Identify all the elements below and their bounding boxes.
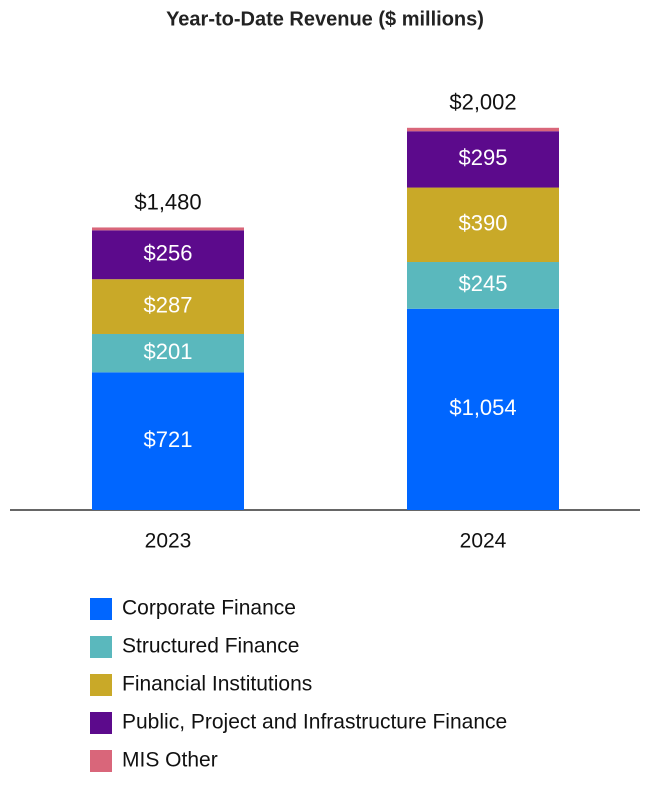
- total-label: $2,002: [449, 90, 516, 115]
- value-label: $256: [144, 241, 193, 266]
- bar-segment: [407, 262, 559, 309]
- value-label: $721: [144, 427, 193, 452]
- bar-segment: [407, 131, 559, 188]
- bar-segment: [92, 279, 244, 334]
- bar-segment: [407, 127, 559, 132]
- legend-label: Corporate Finance: [122, 597, 296, 620]
- value-label: $1,054: [449, 395, 516, 420]
- value-label: $245: [459, 271, 508, 296]
- value-label: $201: [144, 339, 193, 364]
- legend-swatch: [90, 636, 112, 658]
- x-tick-label: 2024: [460, 530, 507, 553]
- bar-segment: [92, 372, 244, 510]
- bar-segment: [407, 187, 559, 263]
- bar-segment: [92, 230, 244, 280]
- legend-swatch: [90, 674, 112, 696]
- bar-segment: [407, 308, 559, 510]
- bar-segment: [92, 227, 244, 231]
- legend-label: Public, Project and Infrastructure Finan…: [122, 711, 507, 734]
- legend-label: MIS Other: [122, 749, 218, 772]
- bar-segment: [92, 333, 244, 373]
- legend-swatch: [90, 712, 112, 734]
- legend-swatch: [90, 750, 112, 772]
- total-label: $1,480: [134, 189, 201, 214]
- value-label: $287: [144, 292, 193, 317]
- legend-swatch: [90, 598, 112, 620]
- chart-title: Year-to-Date Revenue ($ millions): [166, 8, 484, 30]
- value-label: $295: [459, 145, 508, 170]
- value-label: $390: [459, 211, 508, 236]
- legend-label: Structured Finance: [122, 635, 299, 658]
- legend-label: Financial Institutions: [122, 673, 312, 696]
- x-tick-label: 2023: [145, 530, 192, 553]
